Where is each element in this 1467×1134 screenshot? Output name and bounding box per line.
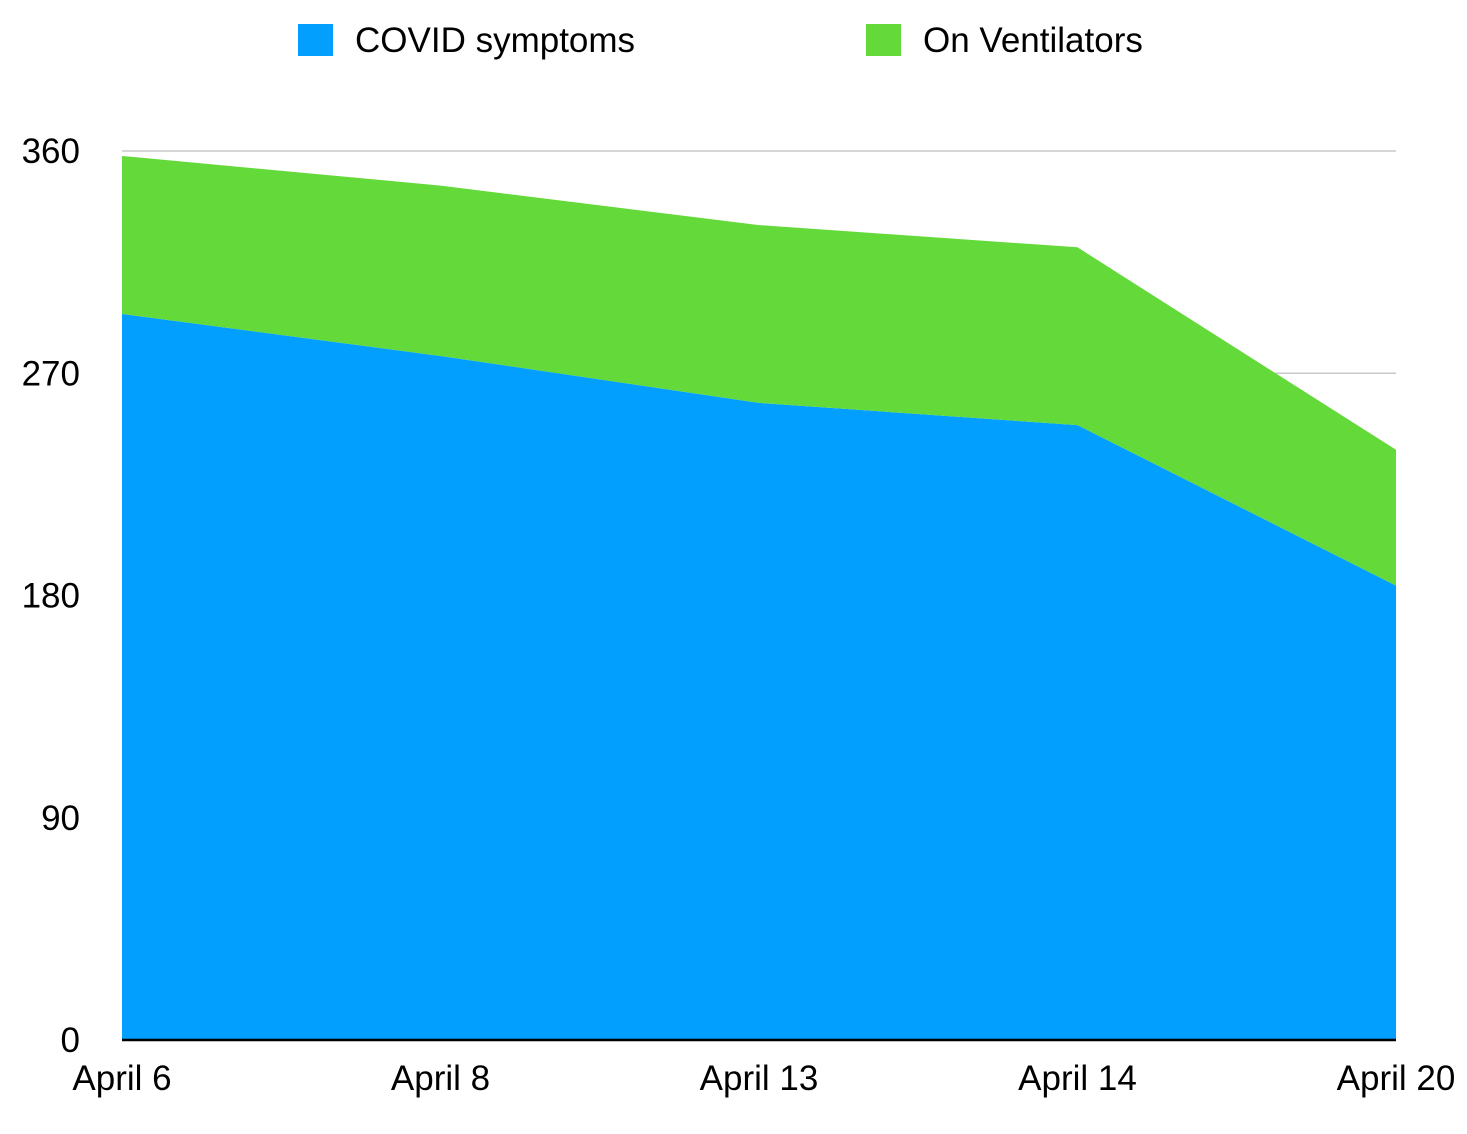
legend-label-1: COVID symptoms [355,21,635,60]
y-tick-label: 180 [22,577,80,616]
area-series-2 [122,155,1396,586]
y-tick-label: 360 [22,132,80,171]
x-axis-tick-labels: April 6 April 8 April 13 April 14 April 20 [72,1059,1455,1098]
legend-swatch-2 [866,24,901,56]
y-tick-label: 0 [61,1021,80,1060]
y-tick-label: 270 [22,354,80,393]
x-tick-label: April 14 [1018,1059,1137,1098]
legend-swatch-1 [298,24,333,56]
x-tick-label: April 20 [1337,1059,1456,1098]
series-areas [122,155,1396,1040]
x-tick-label: April 8 [391,1059,490,1098]
legend-label-2: On Ventilators [923,21,1143,60]
x-tick-label: April 6 [72,1059,171,1098]
area-series-1 [122,313,1396,1040]
x-tick-label: April 13 [700,1059,819,1098]
y-tick-label: 90 [41,799,80,838]
legend: COVID symptoms On Ventilators [298,21,1143,60]
y-axis-tick-labels: 0 90 180 270 360 [22,132,80,1060]
